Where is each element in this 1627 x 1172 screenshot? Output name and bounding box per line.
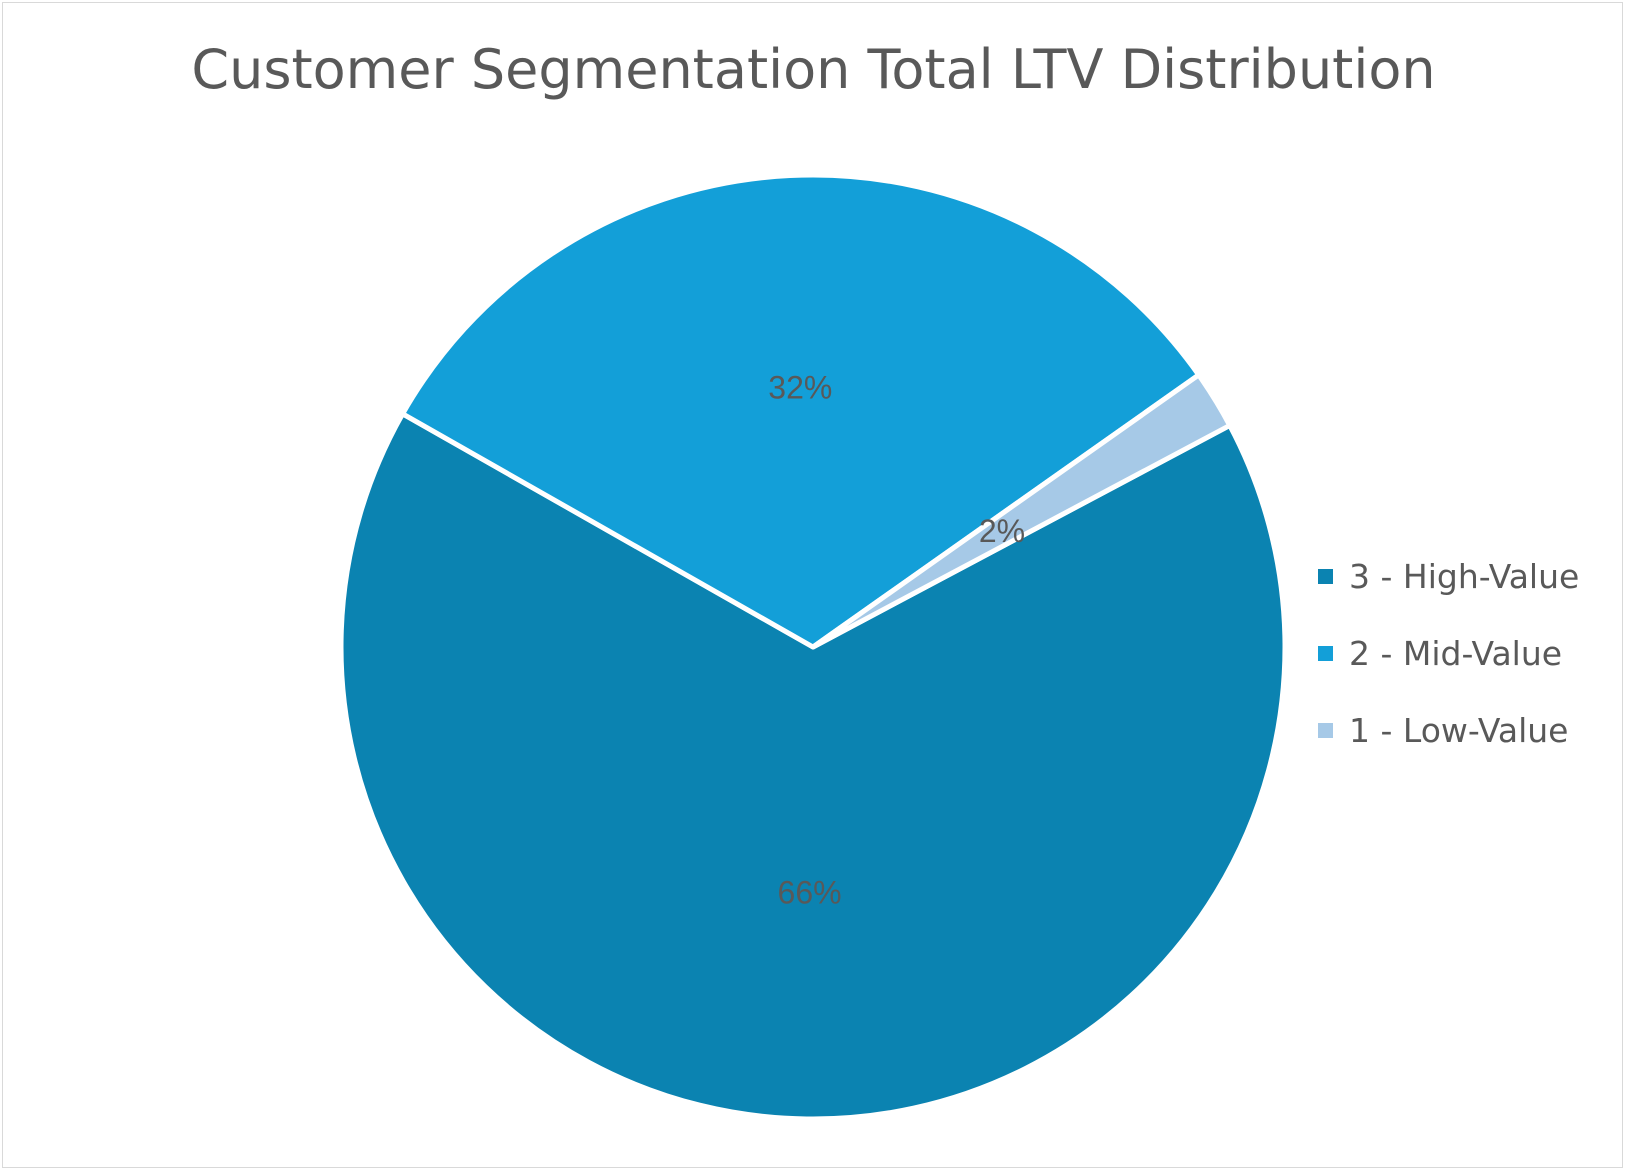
chart-legend: 3 - High-Value 2 - Mid-Value 1 - Low-Value: [1318, 538, 1579, 769]
legend-swatch: [1318, 646, 1333, 661]
pie-slice-2[interactable]: [400, 172, 1202, 650]
legend-item: 3 - High-Value: [1318, 538, 1579, 615]
data-label-2: 32%: [768, 370, 832, 406]
pie-slice-1[interactable]: [338, 411, 1288, 1122]
pie-slices: [338, 172, 1288, 1122]
legend-swatch: [1318, 723, 1333, 738]
chart-title: Customer Segmentation Total LTV Distribu…: [191, 38, 1436, 101]
legend-item: 2 - Mid-Value: [1318, 615, 1579, 692]
pie-data-labels: 66% 32% 2%: [768, 370, 1025, 911]
legend-label: 3 - High-Value: [1349, 557, 1580, 596]
legend-swatch: [1318, 569, 1333, 584]
data-label-1: 66%: [778, 874, 842, 910]
pie-slice-3[interactable]: [810, 372, 1233, 650]
data-label-3: 2%: [979, 513, 1025, 549]
legend-label: 2 - Mid-Value: [1349, 634, 1563, 673]
legend-item: 1 - Low-Value: [1318, 692, 1579, 769]
legend-label: 1 - Low-Value: [1349, 711, 1569, 750]
